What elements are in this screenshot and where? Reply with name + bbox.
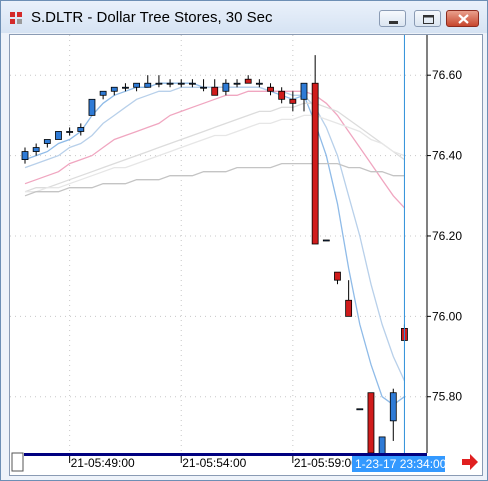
candle-down — [244, 78, 252, 84]
candle-down — [211, 86, 219, 96]
candle-up — [166, 82, 174, 85]
cursor-time-badge — [352, 456, 445, 472]
candle-up — [255, 82, 263, 85]
candles — [21, 55, 408, 462]
candle-up — [99, 90, 107, 96]
y-tick-label: 76.40 — [432, 149, 462, 163]
y-tick-label: 76.00 — [432, 309, 462, 323]
moving-average-line — [24, 102, 405, 193]
minimize-icon — [389, 21, 398, 24]
candle-up — [177, 82, 185, 85]
close-icon — [458, 14, 469, 24]
candle-up — [188, 82, 196, 85]
minimize-button[interactable] — [379, 10, 406, 27]
candle-up — [43, 139, 51, 144]
app-icon — [10, 12, 22, 24]
candle-up — [155, 82, 163, 85]
x-tick-label: 21-05:49:00 — [71, 456, 135, 470]
candle-up — [21, 151, 29, 160]
candle-down — [345, 299, 353, 317]
candle-down — [367, 392, 375, 454]
x-tick-label: 21-05:54:00 — [182, 456, 246, 470]
scroll-right-arrow-icon[interactable] — [462, 454, 478, 470]
candle-down — [289, 98, 297, 104]
candle-up — [322, 239, 330, 242]
chart-area[interactable]: 75.80 76.00 76.20 76.40 76.60 21-05:49:00 21-… — [9, 34, 483, 476]
candle-up — [122, 86, 129, 89]
y-tick-label: 76.60 — [432, 68, 462, 82]
candle-up — [110, 86, 118, 92]
cursor-time-label: 1-23-17 23:34:00 — [355, 457, 447, 471]
y-tick-label: 75.80 — [432, 390, 462, 404]
x-axis-ticks: 21-05:49:00 21-05:54:00 21-05:59:00 — [69, 456, 358, 470]
moving-average-line — [24, 162, 405, 197]
candle-up — [222, 82, 230, 92]
candle-down — [267, 86, 274, 92]
candle-up — [389, 392, 397, 422]
title-bar[interactable]: S.DLTR - Dollar Tree Stores, 30 Sec — [1, 1, 487, 33]
scroll-handle[interactable] — [11, 452, 24, 472]
moving-average-line — [25, 114, 405, 193]
candle-up — [55, 131, 62, 140]
candle-up — [32, 147, 40, 152]
close-button[interactable] — [446, 10, 479, 27]
candle-down — [278, 90, 286, 100]
moving-average-line — [24, 90, 405, 209]
x-tick-label: 21-05:59:00 — [294, 456, 358, 470]
candle-up — [133, 82, 140, 88]
candle-up — [144, 82, 152, 88]
x-axis-bar — [24, 453, 427, 456]
y-tick-label: 76.20 — [432, 229, 462, 243]
maximize-button[interactable] — [414, 10, 441, 27]
candle-down — [311, 82, 319, 245]
y-axis-ticks: 75.80 76.00 76.20 76.40 76.60 — [427, 68, 462, 404]
candle-up — [356, 408, 364, 411]
window-title: S.DLTR - Dollar Tree Stores, 30 Sec — [31, 9, 273, 26]
candle-up — [77, 127, 85, 132]
candle-up — [300, 82, 308, 100]
candle-up — [66, 131, 74, 133]
candle-up — [88, 98, 96, 116]
candle-down — [334, 271, 341, 281]
candle-up — [200, 86, 207, 89]
maximize-icon — [423, 15, 434, 24]
candle-up — [233, 82, 241, 85]
